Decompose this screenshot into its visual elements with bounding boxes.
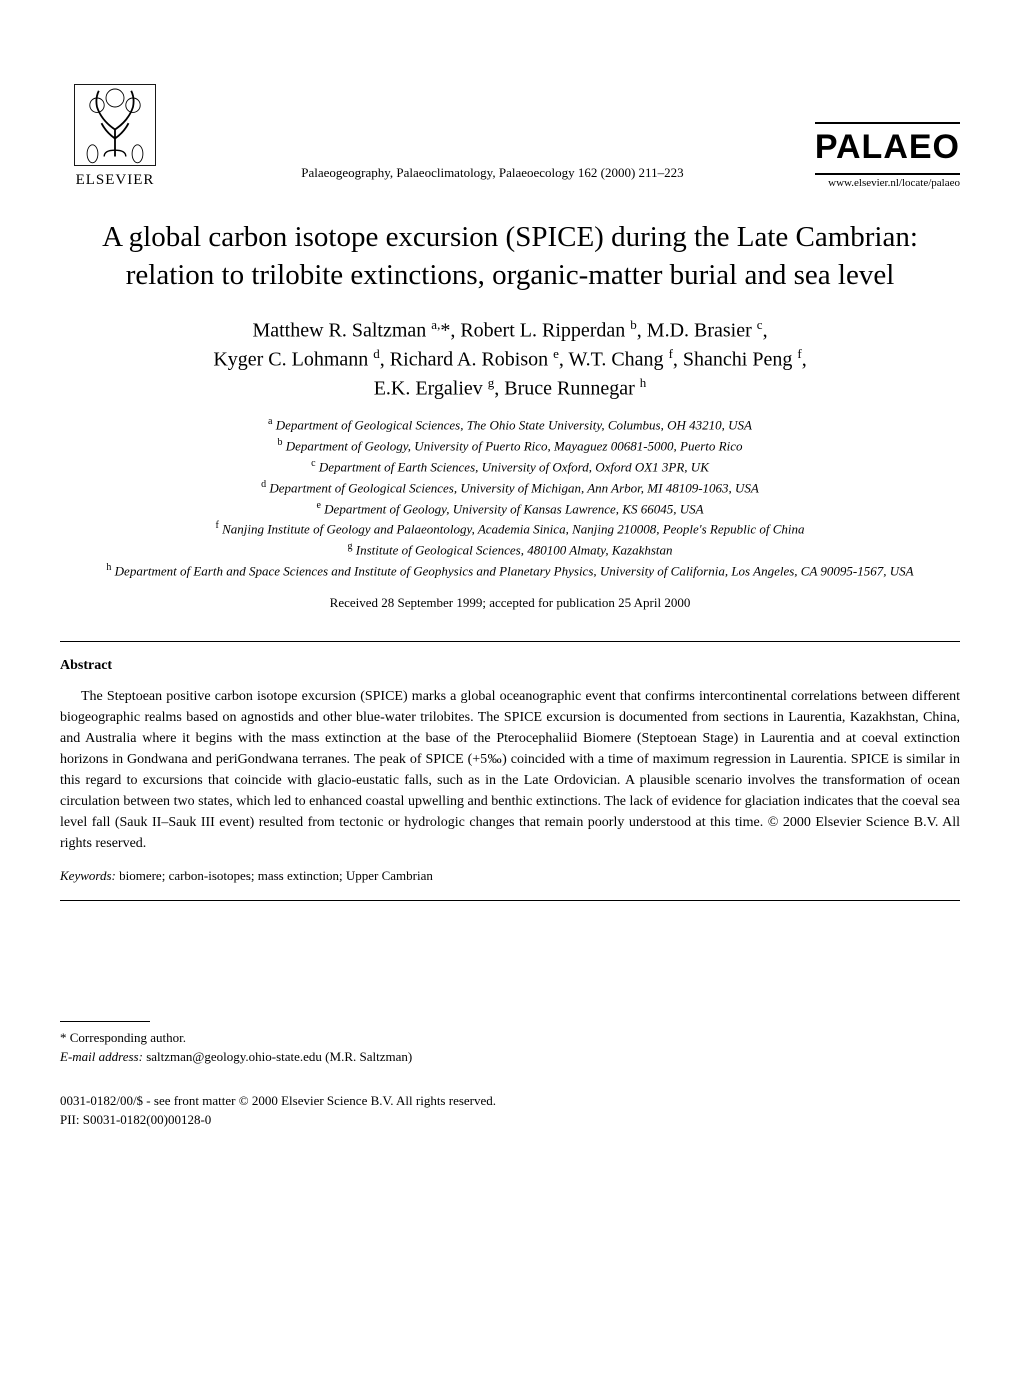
divider bbox=[60, 900, 960, 901]
author-name: Matthew R. Saltzman bbox=[252, 320, 431, 342]
pii-line: PII: S0031-0182(00)00128-0 bbox=[60, 1110, 960, 1130]
journal-website: www.elsevier.nl/locate/palaeo bbox=[815, 173, 960, 189]
author-sep: , bbox=[802, 349, 807, 371]
author-name: , W.T. Chang bbox=[559, 349, 669, 371]
author-sep: , bbox=[763, 320, 768, 342]
footnote: * Corresponding author. E-mail address: … bbox=[60, 1028, 960, 1067]
author-name: , M.D. Brasier bbox=[637, 320, 757, 342]
keywords-label: Keywords: bbox=[60, 868, 116, 883]
author-aff-sup: a, bbox=[431, 317, 440, 332]
affiliation: Nanjing Institute of Geology and Palaeon… bbox=[219, 522, 805, 537]
abstract-text: The Steptoean positive carbon isotope ex… bbox=[60, 686, 960, 854]
article-title: A global carbon isotope excursion (SPICE… bbox=[60, 219, 960, 294]
journal-header: ELSEVIER Palaeogeography, Palaeoclimatol… bbox=[60, 80, 960, 189]
authors: Matthew R. Saltzman a,*, Robert L. Rippe… bbox=[60, 316, 960, 402]
affiliation: Institute of Geological Sciences, 480100… bbox=[352, 543, 672, 558]
email-label: E-mail address: bbox=[60, 1049, 143, 1064]
email-address: saltzman@geology.ohio-state.edu (M.R. Sa… bbox=[143, 1049, 412, 1064]
affiliation: Department of Earth Sciences, University… bbox=[316, 459, 709, 474]
author-aff-sup: h bbox=[640, 375, 647, 390]
elsevier-tree-icon bbox=[70, 80, 160, 170]
keywords-text: biomere; carbon-isotopes; mass extinctio… bbox=[116, 868, 433, 883]
author-name: Kyger C. Lohmann bbox=[213, 349, 373, 371]
divider bbox=[60, 641, 960, 642]
palaeo-logo: PALAEO bbox=[815, 122, 960, 167]
elsevier-label: ELSEVIER bbox=[76, 172, 155, 189]
affiliation: Department of Geological Sciences, Unive… bbox=[266, 480, 759, 495]
elsevier-logo: ELSEVIER bbox=[60, 80, 170, 189]
author-name: , Robert L. Ripperdan bbox=[450, 320, 630, 342]
journal-citation: Palaeogeography, Palaeoclimatology, Pala… bbox=[170, 165, 815, 189]
keywords: Keywords: biomere; carbon-isotopes; mass… bbox=[60, 868, 960, 884]
affiliation: Department of Earth and Space Sciences a… bbox=[111, 563, 913, 578]
affiliations: a Department of Geological Sciences, The… bbox=[60, 414, 960, 581]
copyright-line: 0031-0182/00/$ - see front matter © 2000… bbox=[60, 1091, 960, 1111]
copyright: 0031-0182/00/$ - see front matter © 2000… bbox=[60, 1091, 960, 1130]
corresponding-note: * Corresponding author. bbox=[60, 1028, 960, 1048]
footnote-divider bbox=[60, 1021, 150, 1022]
author-name: , Richard A. Robison bbox=[380, 349, 553, 371]
author-name: , Bruce Runnegar bbox=[494, 377, 640, 399]
email-line: E-mail address: saltzman@geology.ohio-st… bbox=[60, 1047, 960, 1067]
affiliation: Department of Geology, University of Pue… bbox=[283, 439, 743, 454]
journal-brand: PALAEO www.elsevier.nl/locate/palaeo bbox=[815, 122, 960, 189]
abstract-heading: Abstract bbox=[60, 658, 960, 674]
received-date: Received 28 September 1999; accepted for… bbox=[60, 595, 960, 611]
affiliation: Department of Geological Sciences, The O… bbox=[272, 418, 752, 433]
author-name: , Shanchi Peng bbox=[673, 349, 797, 371]
corresponding-asterisk: * bbox=[440, 320, 450, 342]
author-name: E.K. Ergaliev bbox=[374, 377, 488, 399]
affiliation: Department of Geology, University of Kan… bbox=[321, 501, 704, 516]
